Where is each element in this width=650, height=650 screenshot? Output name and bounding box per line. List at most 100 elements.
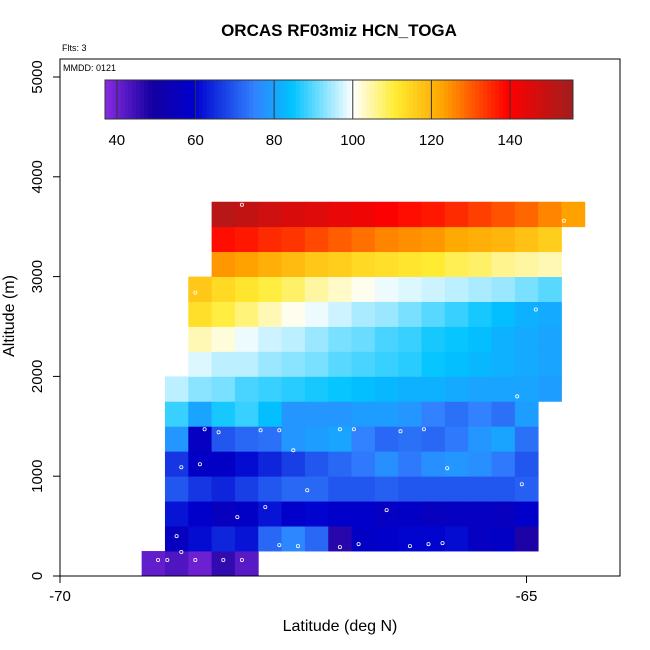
sample-point: [258, 428, 263, 433]
colorbar-segment: [225, 80, 231, 119]
heatmap-cell: [188, 551, 213, 577]
sample-point: [445, 466, 450, 471]
colorbar-segment: [436, 80, 441, 119]
heatmap-cell: [258, 326, 282, 352]
sample-point: [351, 427, 356, 432]
colorbar-segment: [502, 80, 508, 119]
heatmap-cell: [328, 326, 352, 352]
heatmap-cell: [188, 276, 213, 302]
heatmap-cell: [491, 301, 516, 327]
heatmap-cell: [514, 451, 539, 477]
heatmap-cell: [234, 201, 259, 228]
sample-point: [239, 202, 244, 207]
sample-point: [155, 558, 160, 563]
heatmap-cell: [421, 201, 446, 228]
heatmap-cell: [561, 201, 586, 228]
colorbar-segment: [253, 80, 258, 119]
colorbar-segment: [179, 80, 184, 119]
heatmap-cell: [328, 376, 352, 402]
heatmap-cell: [328, 526, 352, 552]
chart-title: ORCAS RF03miz HCN_TOGA: [221, 21, 457, 40]
heatmap-cell: [234, 226, 259, 253]
colorbar-segment: [440, 80, 445, 119]
colorbar-segment: [541, 80, 547, 119]
heatmap-cell: [444, 526, 469, 552]
heatmap-cell: [514, 226, 539, 253]
heatmap-cell: [258, 451, 282, 477]
heatmap-cell: [421, 251, 446, 277]
heatmap-cell: [374, 476, 399, 502]
colorbar-segment: [206, 80, 211, 119]
heatmap-cell: [351, 251, 376, 277]
colorbar-segment: [183, 80, 188, 119]
heatmap-cell: [188, 301, 213, 327]
heatmap-cell: [164, 401, 189, 427]
heatmap-cell: [444, 326, 469, 352]
colorbar-segment: [175, 80, 180, 119]
heatmap-cell: [491, 276, 516, 302]
colorbar-segment: [339, 80, 344, 119]
y-tick-label: 0: [29, 572, 46, 580]
heatmap-cell: [304, 276, 329, 302]
heatmap-cell: [398, 226, 422, 253]
sample-point: [291, 448, 296, 453]
colorbar-segment: [569, 80, 574, 119]
sample-point: [216, 430, 221, 435]
heatmap-cell: [211, 276, 236, 302]
heatmap-cell: [444, 251, 469, 277]
heatmap-cell: [468, 276, 492, 302]
heatmap-cell: [398, 251, 422, 277]
heatmap-cell: [444, 426, 469, 452]
sample-point: [179, 465, 184, 470]
heatmap-cell: [164, 501, 189, 527]
heatmap-cell: [328, 501, 352, 527]
heatmap-cell: [234, 326, 259, 352]
heatmap-cell: [188, 401, 213, 427]
colorbar-segment: [257, 80, 262, 119]
colorbar-tick-label: 60: [187, 132, 204, 149]
heatmap-cell: [444, 451, 469, 477]
colorbar-segment: [167, 80, 172, 119]
heatmap-cell: [374, 226, 399, 253]
heatmap-cell: [374, 251, 399, 277]
date-note: MMDD: 0121: [63, 63, 116, 73]
heatmap-cell: [211, 401, 236, 427]
sample-point: [421, 427, 426, 432]
heatmap-cell: [351, 526, 376, 552]
heatmap-cell: [514, 501, 539, 527]
sample-point: [221, 558, 226, 563]
heatmap-cell: [234, 551, 259, 577]
y-tick-label: 3000: [29, 260, 46, 293]
heatmap-cell: [304, 251, 329, 277]
heatmap-cell: [538, 326, 562, 352]
heatmap-cell: [281, 226, 306, 253]
colorbar-segment: [194, 80, 200, 119]
colorbar-segment: [214, 80, 219, 119]
heatmap-cell: [538, 376, 562, 402]
y-axis-label: Altitude (m): [1, 275, 18, 357]
heatmap-cell: [491, 401, 516, 427]
heatmap-cell: [211, 226, 236, 253]
colorbar-segment: [479, 80, 484, 119]
colorbar-segment: [222, 80, 227, 119]
colorbar-segment: [124, 80, 129, 119]
heatmap-cell: [468, 251, 492, 277]
colorbar-segment: [534, 80, 539, 119]
sample-point: [398, 429, 403, 434]
heatmap-cell: [444, 201, 469, 228]
colorbar-segment: [444, 80, 449, 119]
heatmap-cell: [328, 351, 352, 377]
colorbar-segment: [155, 80, 161, 119]
colorbar-segment: [498, 80, 504, 119]
colorbar-segment: [374, 80, 379, 119]
sample-point: [197, 462, 202, 467]
heatmap-cell: [444, 376, 469, 402]
heatmap-cell: [468, 401, 492, 427]
colorbar-tick-label: 80: [266, 132, 283, 149]
colorbar-segment: [370, 80, 375, 119]
colorbar-segment: [112, 80, 118, 119]
y-tick-label: 2000: [29, 360, 46, 393]
colorbar-tick-label: 40: [108, 132, 125, 149]
heatmap-cell: [398, 451, 422, 477]
